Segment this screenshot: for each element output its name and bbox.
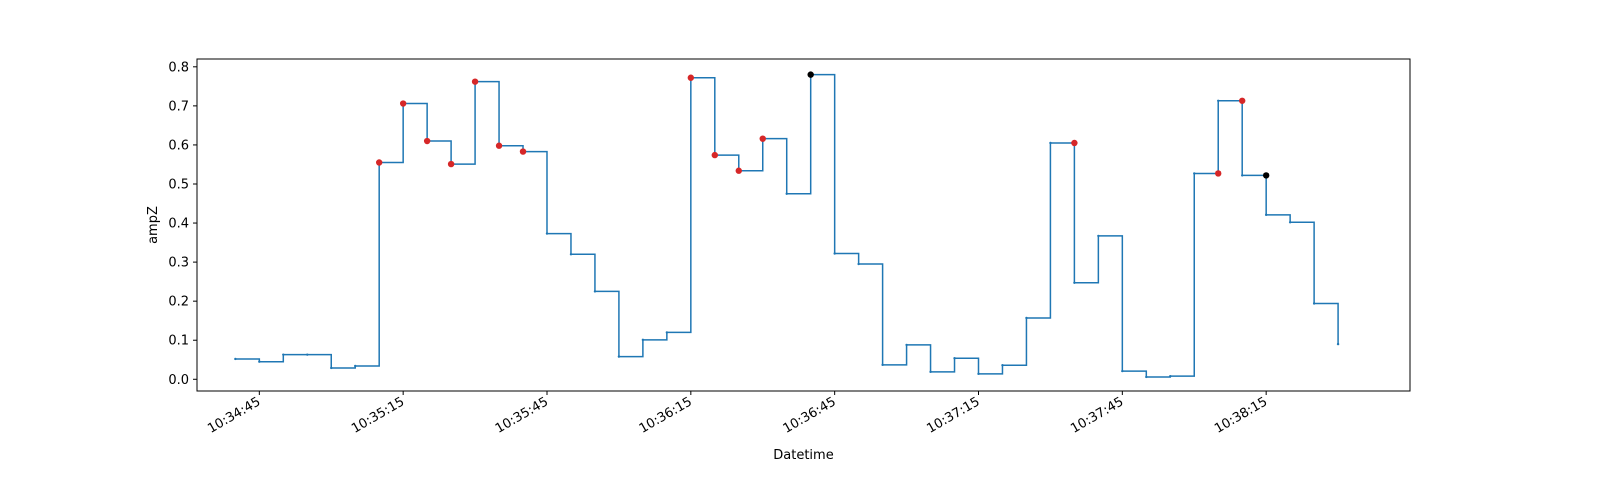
data-point [1049, 141, 1052, 145]
highlight-marker [807, 71, 814, 78]
data-point [1312, 302, 1316, 305]
data-point [1217, 99, 1220, 102]
highlight-marker [687, 74, 695, 81]
highlight-marker [471, 78, 479, 85]
data-point [1073, 281, 1076, 285]
data-point [929, 370, 932, 374]
data-point [785, 192, 788, 195]
data-point [593, 290, 597, 293]
y-tick-label: 0.6 [168, 138, 189, 153]
y-axis-ticks: 0.0 0.1 0.2 0.3 0.4 0.5 0.6 0.7 0.8 [168, 60, 197, 388]
y-tick-label: 0.5 [168, 177, 189, 192]
data-point [282, 353, 285, 356]
highlight-marker [1238, 97, 1246, 104]
data-point [1193, 172, 1196, 175]
data-point [1288, 221, 1292, 224]
highlight-marker [447, 160, 455, 168]
highlight-marker [711, 151, 719, 159]
data-point [330, 366, 333, 370]
x-tick-label: 10:37:15 [924, 394, 982, 436]
data-point [234, 357, 237, 361]
x-tick-label: 10:34:45 [205, 394, 263, 436]
data-point [617, 355, 621, 358]
plot-area [234, 71, 1340, 379]
y-tick-label: 0.7 [168, 99, 189, 114]
data-point [953, 356, 956, 360]
x-tick-label: 10:36:45 [781, 394, 839, 436]
x-tick-label: 10:37:45 [1068, 394, 1126, 436]
data-point [905, 343, 908, 347]
data-point [1145, 375, 1148, 379]
data-point [569, 253, 573, 256]
y-tick-label: 0.2 [168, 295, 189, 310]
x-axis-ticks: 10:34:45 10:35:15 10:35:45 10:36:15 10:36:45… [205, 391, 1270, 437]
data-point [881, 363, 884, 367]
y-tick-label: 0.4 [168, 217, 189, 232]
y-tick-label: 0.0 [168, 373, 189, 388]
highlight-marker [375, 159, 383, 166]
data-point [1169, 374, 1172, 378]
data-point [1240, 174, 1244, 177]
y-tick-label: 0.1 [168, 334, 189, 349]
x-tick-label: 10:35:45 [493, 394, 551, 436]
data-point [1264, 213, 1268, 217]
x-axis-label: Datetime [773, 448, 833, 463]
data-point [545, 232, 549, 235]
x-tick-label: 10:36:15 [637, 394, 695, 436]
data-point [833, 252, 836, 255]
data-point [1336, 342, 1340, 346]
highlight-marker [1215, 170, 1222, 177]
data-point [1001, 364, 1004, 367]
data-point [1121, 369, 1124, 373]
data-point [306, 353, 309, 356]
series-line [235, 73, 1339, 378]
highlight-marker [735, 167, 742, 174]
data-point [354, 364, 357, 368]
x-tick-label: 10:35:15 [349, 394, 407, 436]
highlight-marker [495, 142, 503, 149]
data-point [857, 262, 860, 266]
y-axis-label: ampZ [146, 206, 161, 244]
data-point [665, 331, 669, 334]
highlight-marker [1262, 172, 1270, 179]
data-point [258, 360, 261, 363]
data-point [1025, 316, 1028, 320]
plot-frame [196, 58, 1411, 392]
y-tick-label: 0.8 [168, 60, 189, 75]
data-point [1097, 234, 1100, 238]
data-point [977, 372, 980, 376]
data-point [641, 338, 645, 342]
highlight-marker [399, 100, 407, 107]
highlight-marker [1071, 139, 1078, 147]
x-tick-label: 10:38:15 [1212, 394, 1270, 436]
y-tick-label: 0.3 [168, 256, 189, 271]
highlight-marker [519, 148, 527, 155]
highlight-marker [759, 135, 766, 142]
highlight-marker [423, 137, 431, 145]
